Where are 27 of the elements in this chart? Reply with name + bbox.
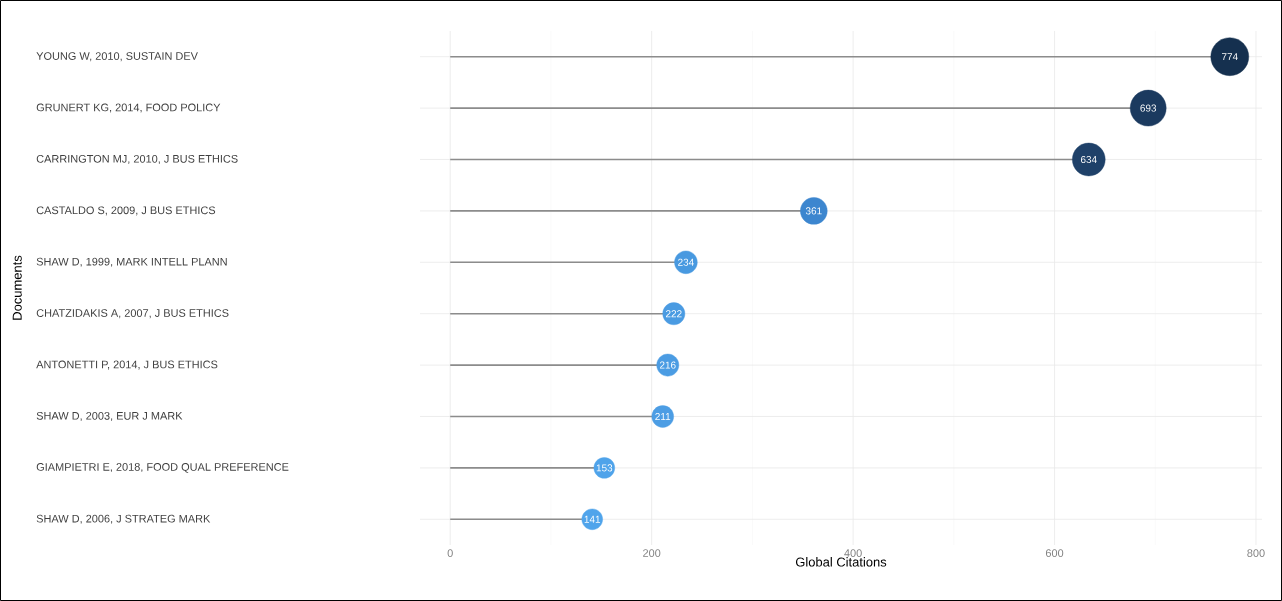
data-label: 361 bbox=[805, 207, 822, 215]
data-label: 634 bbox=[1080, 155, 1097, 164]
data-label: 211 bbox=[655, 413, 671, 420]
data-label: 222 bbox=[666, 310, 682, 318]
y-tick-label: CARRINGTON MJ, 2010, J BUS ETHICS bbox=[36, 154, 238, 165]
x-axis-title: Global Citations bbox=[795, 557, 887, 567]
x-tick-label: 200 bbox=[643, 549, 661, 557]
x-tick-label: 600 bbox=[1045, 549, 1064, 557]
y-tick-label: SHAW D, 1999, MARK INTELL PLANN bbox=[36, 257, 227, 267]
y-tick-label: SHAW D, 2003, EUR J MARK bbox=[36, 411, 183, 422]
data-label: 693 bbox=[1140, 104, 1157, 112]
y-tick-label: SHAW D, 2006, J STRATEG MARK bbox=[36, 514, 211, 524]
y-tick-label: GRUNERT KG, 2014, FOOD POLICY bbox=[36, 103, 221, 113]
y-tick-label: YOUNG W, 2010, SUSTAIN DEV bbox=[36, 52, 198, 62]
x-tick-label: 0 bbox=[447, 549, 453, 557]
y-tick-label: CHATZIDAKIS A, 2007, J BUS ETHICS bbox=[36, 309, 229, 319]
y-axis-title: Documents bbox=[12, 255, 22, 320]
y-tick-label: CASTALDO S, 2009, J BUS ETHICS bbox=[36, 206, 216, 216]
data-label: 216 bbox=[659, 361, 676, 369]
data-label: 774 bbox=[1221, 53, 1238, 61]
y-tick-label: GIAMPIETRI E, 2018, FOOD QUAL PREFERENCE bbox=[36, 463, 289, 473]
data-label: 141 bbox=[584, 515, 601, 523]
y-tick-label: ANTONETTI P, 2014, J BUS ETHICS bbox=[36, 360, 218, 370]
data-label: 153 bbox=[596, 464, 613, 472]
x-tick-label: 800 bbox=[1247, 549, 1265, 557]
data-label: 234 bbox=[678, 258, 694, 266]
x-tick-label: 400 bbox=[844, 549, 862, 557]
